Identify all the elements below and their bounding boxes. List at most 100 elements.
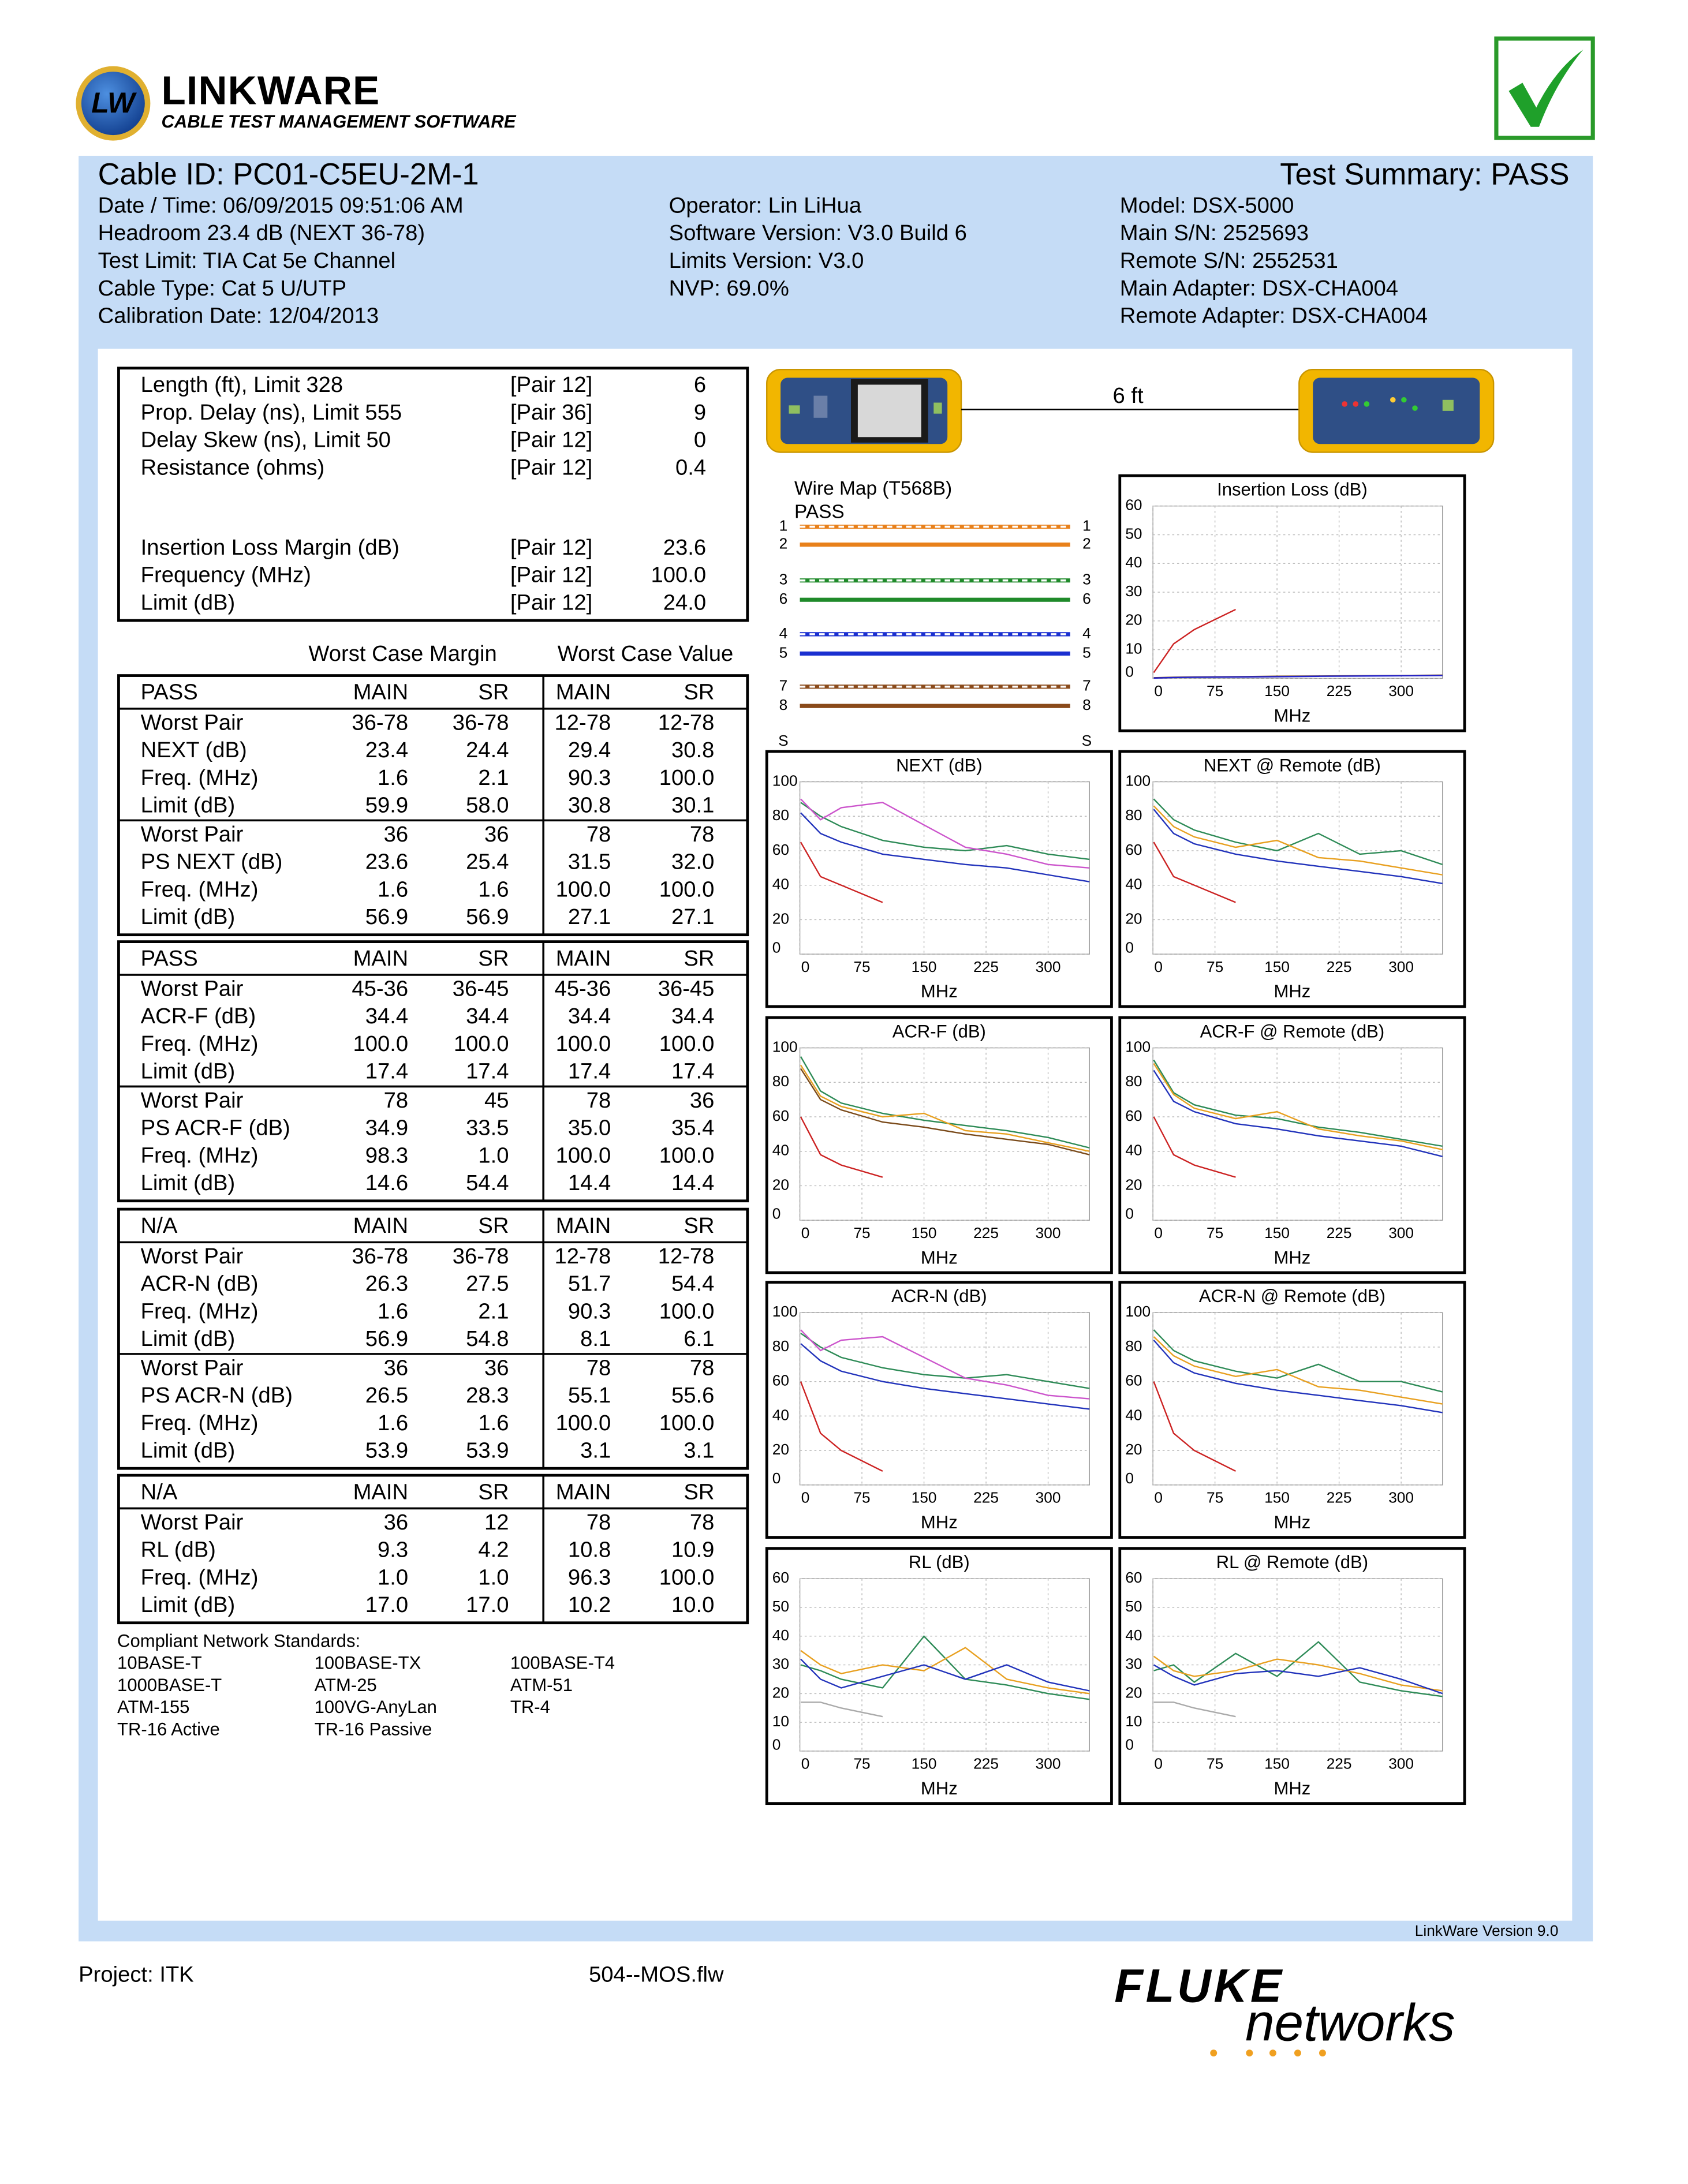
cell: 100.0 xyxy=(659,1143,715,1168)
x-tick-label: 225 xyxy=(973,1489,999,1506)
x-tick-label: 150 xyxy=(912,1489,937,1506)
cell: 78 xyxy=(690,1510,715,1535)
summary-line: Model: DSX-5000 xyxy=(1120,193,1294,218)
cell: 35.0 xyxy=(568,1116,611,1140)
row-label: Worst Pair xyxy=(141,710,244,735)
y-tick-label: 0 xyxy=(772,938,781,956)
pin-label: 8 xyxy=(779,696,788,713)
cell: 28.3 xyxy=(466,1383,509,1408)
row-label: Resistance (ohms) xyxy=(141,455,325,480)
y-tick-label: 40 xyxy=(1125,554,1142,571)
cell: 100.0 xyxy=(659,1031,715,1056)
y-tick-label: 100 xyxy=(772,772,798,789)
pin-label: 1 xyxy=(1082,517,1091,534)
cell: 34.9 xyxy=(365,1116,408,1140)
x-tick-label: 150 xyxy=(1264,1224,1290,1241)
cell: 100.0 xyxy=(556,1031,611,1056)
cell: 1.0 xyxy=(478,1143,509,1168)
table-header: SR xyxy=(684,680,714,705)
series-line xyxy=(1153,1664,1443,1695)
x-tick-label: 225 xyxy=(1327,1489,1352,1506)
x-tick-label: 300 xyxy=(1036,958,1061,975)
cell: 10.9 xyxy=(671,1538,714,1562)
cell: 78 xyxy=(587,1355,611,1380)
y-tick-label: 10 xyxy=(1125,640,1142,657)
cell: 30.8 xyxy=(671,738,714,762)
cell: 30.8 xyxy=(568,793,611,818)
y-tick-label: 40 xyxy=(772,876,789,893)
x-tick-label: 150 xyxy=(912,958,937,975)
series-line xyxy=(1153,608,1236,673)
series-line xyxy=(1153,675,1443,679)
cell: 36 xyxy=(384,822,409,847)
row-label: Limit (dB) xyxy=(141,590,236,615)
summary-line: Remote S/N: 2552531 xyxy=(1120,248,1338,273)
y-tick-label: 10 xyxy=(772,1712,789,1730)
y-tick-label: 0 xyxy=(772,1736,781,1753)
series-line xyxy=(800,1343,1090,1410)
cell: 100.0 xyxy=(556,1411,611,1435)
cell: 12-78 xyxy=(555,1244,611,1269)
cell: 59.9 xyxy=(365,793,408,818)
y-tick-label: 10 xyxy=(1125,1712,1142,1730)
cell: 56.9 xyxy=(365,1326,408,1351)
cell: 36-45 xyxy=(658,976,715,1001)
y-tick-label: 40 xyxy=(772,1626,789,1644)
row-label: Prop. Delay (ns), Limit 555 xyxy=(141,400,402,425)
cell: 36 xyxy=(484,822,509,847)
y-tick-label: 60 xyxy=(772,1372,789,1389)
cell: 45 xyxy=(484,1088,509,1113)
cell: 4.2 xyxy=(478,1538,509,1562)
standard: 100VG-AnyLan xyxy=(315,1697,437,1717)
row-label: Insertion Loss Margin (dB) xyxy=(141,535,399,560)
row-label: Limit (dB) xyxy=(141,793,236,818)
table-header: MAIN xyxy=(556,1213,611,1238)
pin-label: 4 xyxy=(779,624,788,642)
cell: 33.5 xyxy=(466,1116,509,1140)
cell: 56.9 xyxy=(365,904,408,929)
x-tick-label: 75 xyxy=(1207,958,1223,975)
cell: 17.0 xyxy=(466,1592,509,1617)
x-tick-label: 300 xyxy=(1388,682,1414,700)
summary-line: Main S/N: 2525693 xyxy=(1120,220,1309,245)
summary-line: Main Adapter: DSX-CHA004 xyxy=(1120,276,1398,301)
y-tick-label: 40 xyxy=(1125,876,1142,893)
row-pair: [Pair 12] xyxy=(510,372,592,397)
row-label: Worst Pair xyxy=(141,822,244,847)
series-line xyxy=(1153,1069,1443,1157)
result-table xyxy=(117,1207,749,1470)
row-label: Freq. (MHz) xyxy=(141,1299,259,1323)
x-tick-label: 300 xyxy=(1036,1489,1061,1506)
x-tick-label: 225 xyxy=(973,1755,999,1772)
cell: 55.6 xyxy=(671,1383,714,1408)
row-label: Freq. (MHz) xyxy=(141,1565,259,1590)
summary-line: Remote Adapter: DSX-CHA004 xyxy=(1120,304,1428,328)
cell: 26.5 xyxy=(365,1383,408,1408)
y-tick-label: 20 xyxy=(772,1441,789,1458)
series-line xyxy=(1153,1641,1443,1697)
y-tick-label: 60 xyxy=(1125,1107,1142,1124)
version: LinkWare Version 9.0 xyxy=(1415,1922,1559,1939)
plot-area xyxy=(1152,1312,1443,1486)
cell: 1.0 xyxy=(378,1565,408,1590)
table-header: MAIN xyxy=(353,1213,409,1238)
summary-line: Limits Version: V3.0 xyxy=(669,248,864,273)
y-tick-label: 0 xyxy=(1125,1736,1134,1753)
series-line xyxy=(1153,1063,1443,1151)
y-tick-label: 60 xyxy=(772,841,789,858)
chart-box xyxy=(765,750,1113,1008)
y-tick-label: 40 xyxy=(772,1406,789,1423)
y-tick-label: 0 xyxy=(1125,1469,1134,1487)
cell: 8.1 xyxy=(580,1326,611,1351)
cell: 58.0 xyxy=(466,793,509,818)
row-pair: [Pair 12] xyxy=(510,428,592,452)
table-header: MAIN xyxy=(556,1479,611,1504)
x-tick-label: 0 xyxy=(1154,1224,1163,1241)
y-tick-label: 0 xyxy=(772,1205,781,1222)
row-label: Limit (dB) xyxy=(141,1170,236,1195)
x-tick-label: 300 xyxy=(1388,958,1414,975)
cell: 36-78 xyxy=(352,1244,408,1269)
y-tick-label: 30 xyxy=(1125,1655,1142,1673)
row-value: 9 xyxy=(694,400,706,425)
